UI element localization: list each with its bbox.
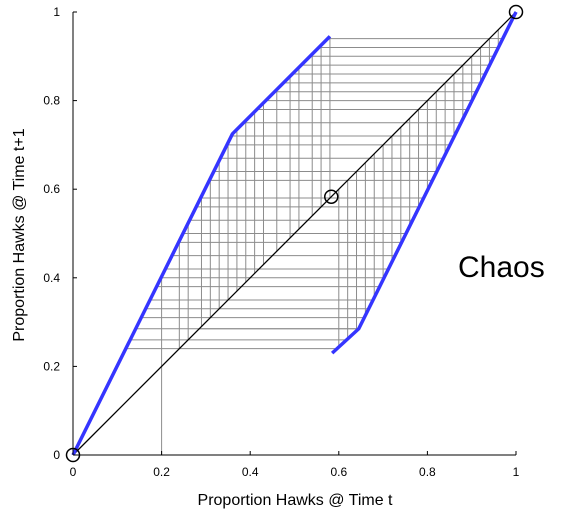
x-axis-title: Proportion Hawks @ Time t xyxy=(198,492,394,509)
map-branch-2 xyxy=(330,11,518,355)
cobweb-lines xyxy=(125,29,503,455)
y-tick-label: 0.4 xyxy=(43,271,60,285)
y-tick-label: 0.2 xyxy=(43,359,60,373)
map-curve xyxy=(71,11,518,456)
x-tick-label: 0.8 xyxy=(419,465,436,479)
tick-labels: 0 0.2 0.4 0.6 0.8 1 0 0.2 0.4 0.6 0.8 1 xyxy=(43,5,519,479)
y-tick-label: 0.8 xyxy=(43,94,60,108)
x-tick-label: 0.2 xyxy=(153,465,170,479)
x-tick-label: 1 xyxy=(513,465,520,479)
diagonal-line xyxy=(72,11,517,456)
x-tick-label: 0.6 xyxy=(330,465,347,479)
identity-diagonal xyxy=(72,11,517,456)
y-tick-label: 0.6 xyxy=(43,182,60,196)
y-axis-title: Proportion Hawks @ Time t+1 xyxy=(11,128,28,341)
y-tick-label: 1 xyxy=(53,5,60,19)
fixed-point-marker xyxy=(65,447,81,463)
map-branch-1 xyxy=(71,35,332,456)
y-tick-label: 0 xyxy=(53,448,60,462)
axes xyxy=(72,12,516,456)
x-tick-label: 0 xyxy=(70,465,77,479)
fixed-points xyxy=(65,4,524,463)
x-tick-label: 0.4 xyxy=(242,465,259,479)
fixed-point-marker xyxy=(508,4,524,20)
fixed-point-marker xyxy=(324,189,339,204)
chaos-annotation: Chaos xyxy=(458,251,545,284)
